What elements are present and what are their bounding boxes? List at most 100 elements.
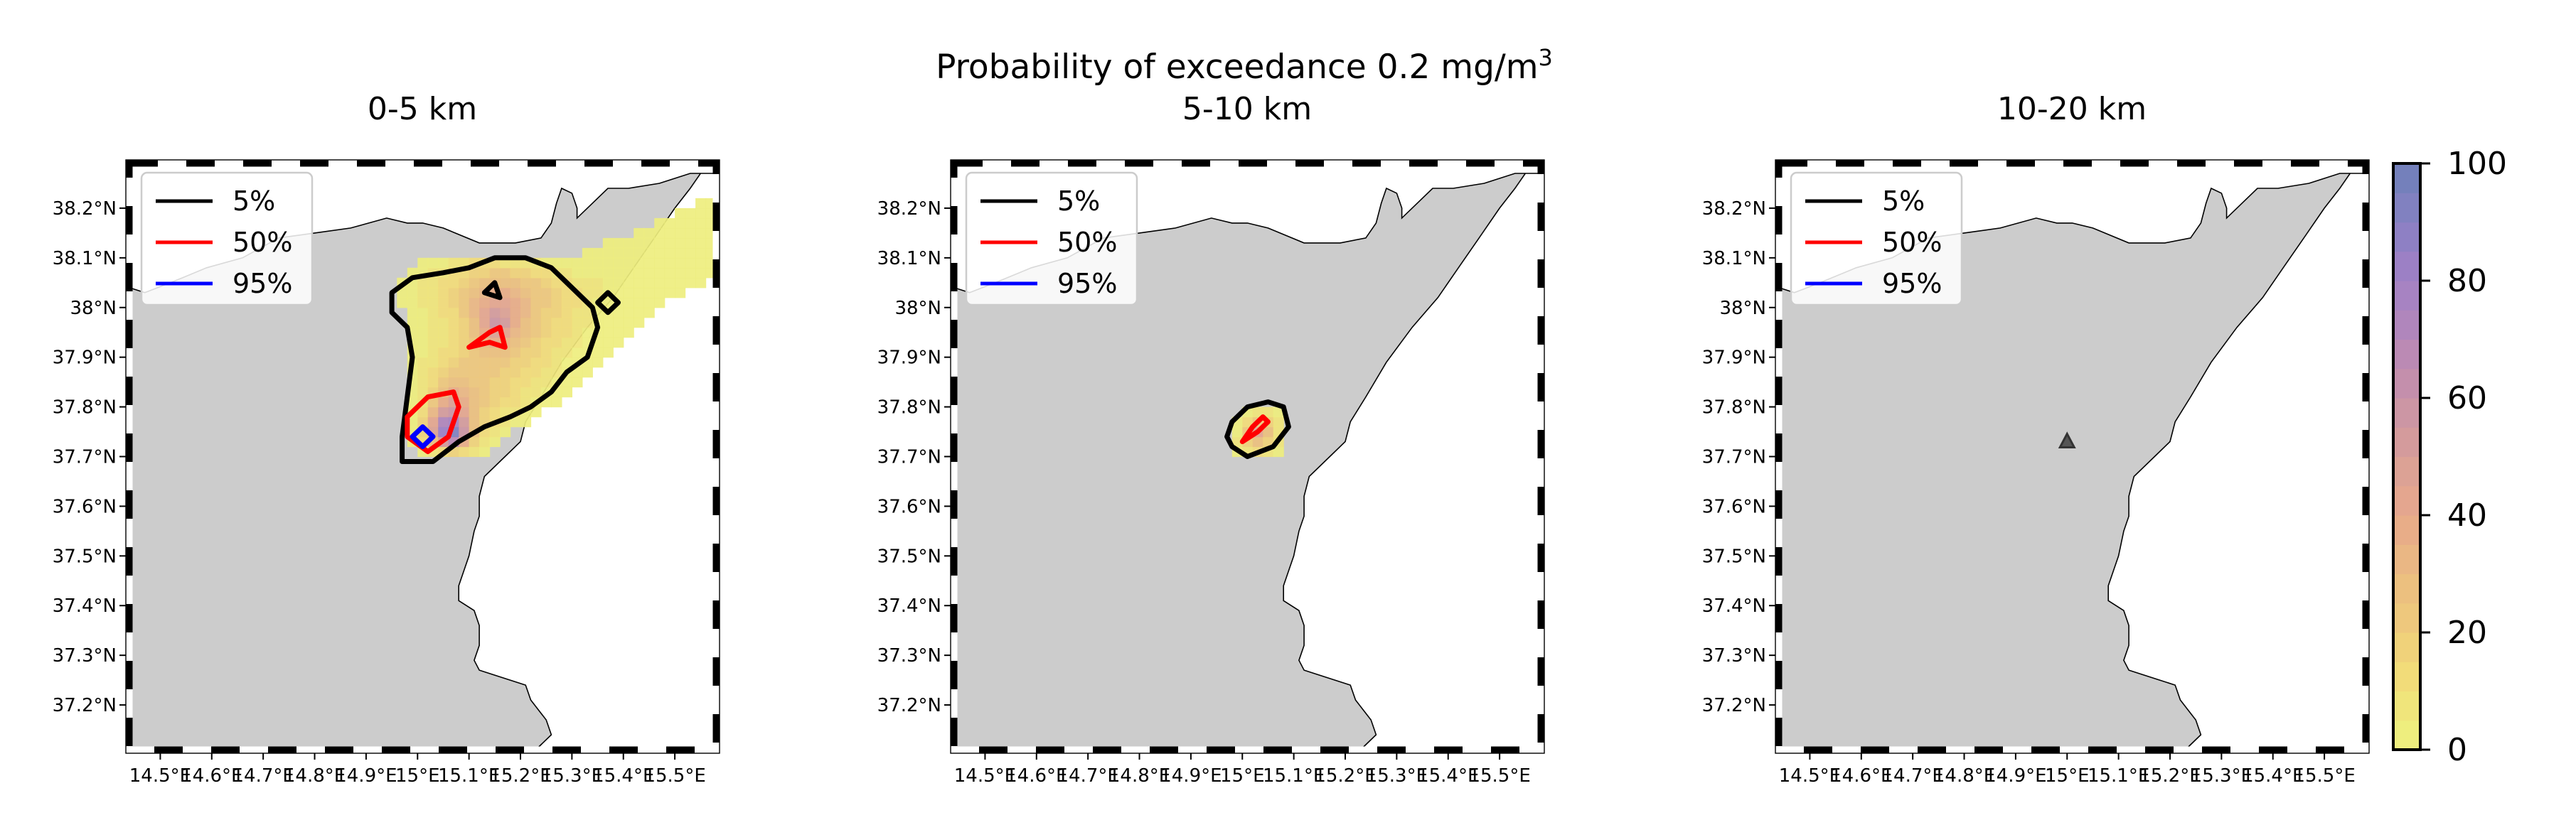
probability-cell (551, 397, 562, 408)
probability-cell (489, 307, 501, 318)
probability-cell (448, 307, 459, 318)
probability-cell (427, 317, 439, 328)
probability-cell (530, 347, 542, 358)
probability-cell (613, 307, 624, 318)
probability-cell (500, 317, 511, 328)
probability-cell (520, 297, 532, 308)
probability-cell (448, 277, 459, 289)
y-tick-label: 38.2°N (1702, 198, 1766, 220)
x-tick-label: 15.4°E (1417, 765, 1479, 787)
probability-cell (510, 267, 521, 279)
x-tick-label: 14.8°E (284, 765, 346, 787)
probability-cell (695, 257, 707, 269)
legend-label: 5% (233, 185, 275, 217)
probability-cell (479, 347, 491, 358)
probability-cell (561, 307, 572, 318)
probability-cell (427, 357, 439, 368)
probability-cell (592, 357, 604, 368)
y-tick-label: 37.3°N (53, 645, 117, 667)
probability-cell (664, 217, 675, 229)
probability-cell (459, 387, 470, 398)
probability-cell (438, 257, 449, 269)
probability-cell (500, 406, 511, 418)
probability-cell (643, 267, 655, 279)
probability-cell (427, 277, 439, 289)
probability-cell (582, 327, 593, 338)
probability-cell (643, 277, 655, 289)
probability-cell (448, 337, 459, 348)
probability-cell (469, 397, 480, 408)
legend-label: 50% (1057, 227, 1117, 258)
probability-cell (572, 277, 583, 289)
probability-cell (407, 287, 418, 298)
probability-cell (510, 367, 521, 378)
probability-cell (427, 377, 439, 388)
probability-cell (540, 337, 552, 348)
probability-cell (623, 307, 634, 318)
probability-cell (561, 387, 572, 398)
probability-cell (582, 247, 593, 259)
y-tick-label: 38.2°N (877, 198, 941, 220)
probability-cell (654, 227, 666, 239)
x-tick-label: 14.6°E (181, 765, 242, 787)
probability-cell (520, 337, 532, 348)
y-tick-label: 37.6°N (877, 496, 941, 517)
probability-cell (510, 297, 521, 308)
probability-cell (1252, 406, 1263, 418)
probability-cell (489, 357, 501, 368)
legend-label: 5% (1057, 185, 1100, 217)
probability-cell (510, 357, 521, 368)
probability-cell (427, 327, 439, 338)
probability-cell (551, 367, 562, 378)
probability-cell (520, 416, 532, 428)
probability-cell (675, 207, 686, 219)
y-tick-label: 37.2°N (1702, 695, 1766, 716)
colorbar-tick-label: 60 (2447, 380, 2487, 416)
probability-cell (530, 377, 542, 388)
x-tick-label: 14.8°E (1933, 765, 1995, 787)
contour-50pct (1239, 414, 1271, 444)
y-tick-label: 37.5°N (877, 546, 941, 567)
probability-cell (634, 257, 645, 269)
probability-cell (448, 327, 459, 338)
probability-cell (520, 307, 532, 318)
probability-cell (654, 277, 666, 289)
x-tick-label: 15.4°E (592, 765, 654, 787)
y-tick-label: 37.7°N (1702, 447, 1766, 468)
probability-cell (592, 247, 604, 259)
probability-cell (643, 257, 655, 269)
probability-cell (582, 277, 593, 289)
probability-cell (561, 377, 572, 388)
probability-cell (530, 357, 542, 368)
probability-cell (623, 327, 634, 338)
probability-cell (489, 297, 501, 308)
colorbar-segment (2393, 427, 2420, 458)
probability-cell (695, 277, 707, 289)
probability-cell (664, 227, 675, 239)
probability-cell (469, 347, 480, 358)
probability-cell (623, 257, 634, 269)
probability-cell (551, 287, 562, 298)
colorbar-tick-label: 0 (2447, 732, 2467, 768)
colorbar-segment (2393, 691, 2420, 721)
probability-cell (459, 397, 470, 408)
y-tick-label: 37.5°N (1702, 546, 1766, 567)
colorbar-segment (2393, 603, 2420, 633)
probability-cell (561, 317, 572, 328)
probability-cell (572, 337, 583, 348)
probability-cell (438, 347, 449, 358)
y-tick-label: 37.3°N (1702, 645, 1766, 667)
probability-cell (500, 347, 511, 358)
probability-cell (664, 247, 675, 259)
probability-cell (438, 367, 449, 378)
probability-cell (551, 327, 562, 338)
legend-label: 50% (233, 227, 292, 258)
panel-title-0-5km: 0-5 km (368, 91, 477, 127)
y-tick-label: 38°N (70, 298, 117, 319)
probability-cell (634, 297, 645, 308)
probability-cell (634, 227, 645, 239)
probability-cell (592, 277, 604, 289)
probability-cell (675, 217, 686, 229)
x-tick-label: 15.3°E (1366, 765, 1428, 787)
x-tick-label: 15°E (2045, 765, 2090, 787)
